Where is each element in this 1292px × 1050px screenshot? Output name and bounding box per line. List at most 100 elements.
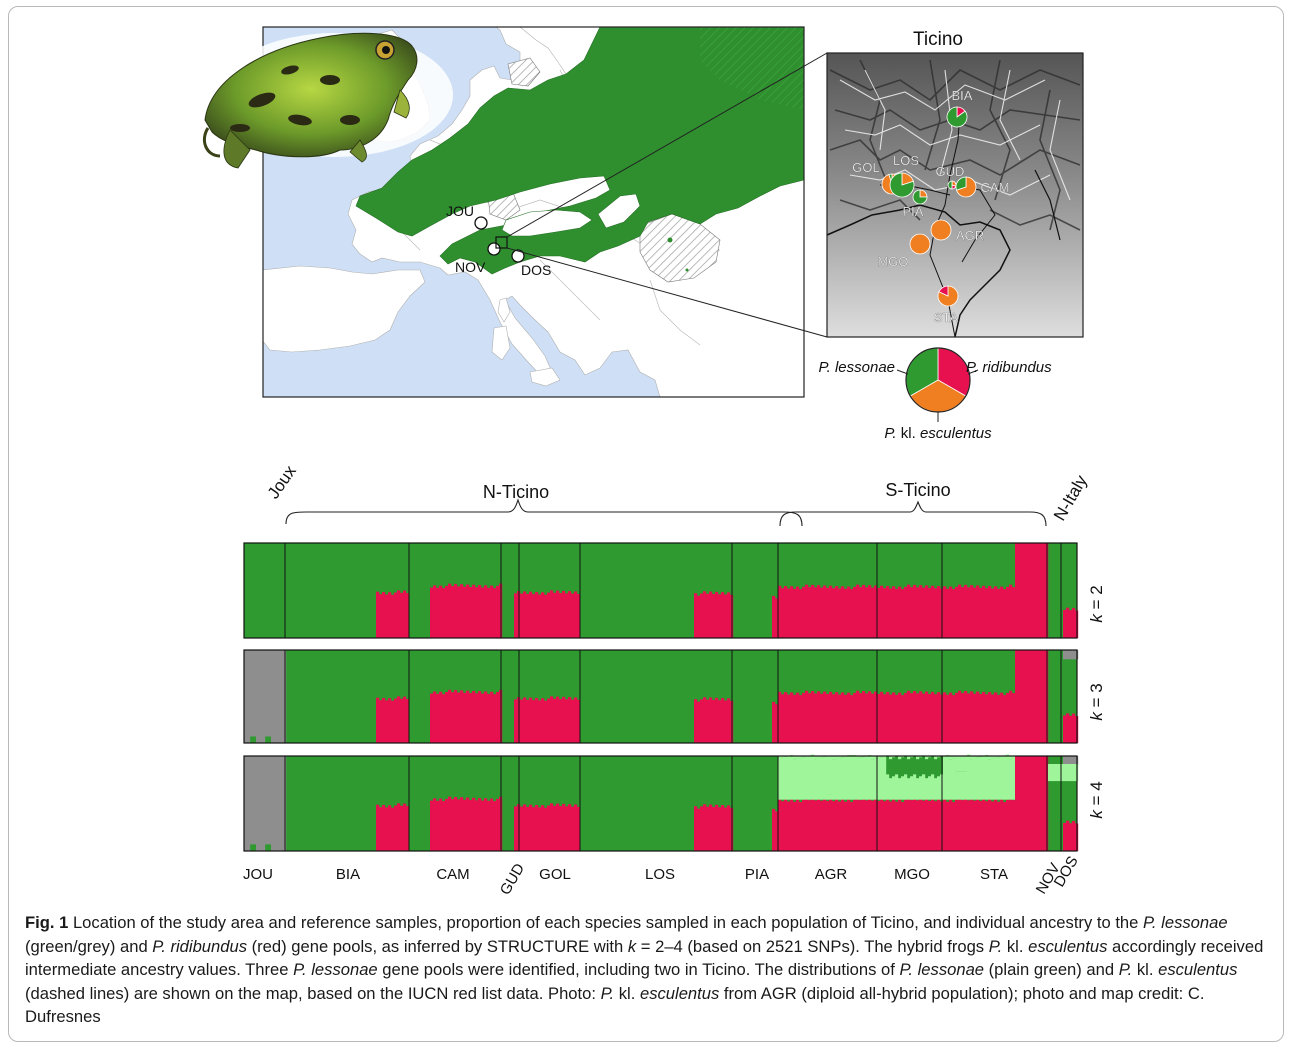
- ancestry-bar-lightgreen: [826, 756, 830, 795]
- ancestry-bar-red: [1027, 756, 1031, 851]
- ancestry-bar-red: [697, 701, 701, 743]
- ancestry-bar-red: [1021, 650, 1025, 743]
- ancestry-bar-red: [1066, 820, 1070, 851]
- pie-gud-slice: [947, 180, 953, 190]
- ancestry-bar-red: [865, 587, 869, 638]
- ancestry-bar-lightgreen: [928, 776, 932, 800]
- ancestry-bar-lightgreen: [1054, 764, 1058, 782]
- ancestry-bar-red: [787, 694, 791, 743]
- ancestry-bar-red: [460, 584, 464, 638]
- ancestry-bar-red: [1024, 543, 1028, 638]
- ancestry-bar-red: [817, 798, 821, 851]
- ancestry-bar-red: [886, 692, 890, 743]
- ancestry-bar-red: [814, 800, 818, 851]
- legend-label-lessonae: P. lessonae: [819, 359, 895, 376]
- ancestry-bar-red: [694, 806, 698, 851]
- ancestry-bar-red: [928, 587, 932, 638]
- ancestry-bar-lightgreen: [1066, 764, 1070, 782]
- ancestry-bar-red: [1015, 756, 1019, 851]
- ancestry-bar-lightgreen: [898, 778, 902, 800]
- ancestry-bar-red: [832, 801, 836, 851]
- ancestry-bar-red: [811, 691, 815, 743]
- ancestry-bar-red: [385, 700, 389, 743]
- ancestry-bar-red: [520, 806, 524, 851]
- ancestry-bar-red: [823, 585, 827, 638]
- ancestry-bar-red: [850, 589, 854, 638]
- ancestry-bar-lightgreen: [1012, 756, 1016, 759]
- ancestry-bar-red: [949, 586, 953, 638]
- ancestry-bar-red: [541, 592, 545, 638]
- ancestry-bar-red: [862, 584, 866, 638]
- k3-label: k = 3: [1087, 683, 1106, 720]
- ancestry-bar-red: [793, 694, 797, 743]
- ancestry-bar-red: [538, 807, 542, 851]
- ancestry-bar-lightgreen: [835, 756, 839, 759]
- ancestry-bar-lightgreen: [820, 756, 824, 758]
- ancestry-bar-red: [1042, 650, 1046, 743]
- ancestry-bar-red: [973, 800, 977, 851]
- ancestry-bar-red: [439, 798, 443, 851]
- ancestry-bar-red: [1009, 584, 1013, 638]
- ancestry-bar-red: [718, 700, 722, 743]
- group-label-n-italy: N-Italy: [1050, 472, 1091, 524]
- inset-border: [826, 52, 1084, 338]
- ancestry-bar-red: [1039, 543, 1043, 638]
- ancestry-bar-lightgreen: [829, 794, 833, 800]
- ancestry-bar-red: [571, 593, 575, 638]
- ancestry-bar-red: [571, 699, 575, 743]
- ancestry-bar-red: [475, 693, 479, 743]
- ancestry-bar-red: [700, 699, 704, 743]
- inset-label-cam: CAM: [981, 180, 1010, 195]
- ancestry-bar-red: [811, 584, 815, 638]
- ancestry-bar-red: [943, 799, 947, 851]
- ancestry-bar-red: [1006, 692, 1010, 743]
- ancestry-bar-red: [694, 593, 698, 638]
- ancestry-bar-red: [910, 800, 914, 851]
- ancestry-bar-red: [808, 693, 812, 743]
- n-ticino-brace: [285, 498, 803, 527]
- ancestry-bar-red: [892, 799, 896, 851]
- ancestry-bar-red: [1039, 756, 1043, 851]
- ancestry-bar-lightgreen: [952, 756, 956, 759]
- ancestry-bar-red: [712, 807, 716, 851]
- ancestry-bar-red: [862, 691, 866, 743]
- ancestry-bar-lightgreen: [931, 774, 935, 800]
- ancestry-bar-red: [859, 587, 863, 638]
- ancestry-bar-lightgreen: [937, 756, 941, 758]
- ancestry-bar-red: [919, 798, 923, 851]
- ancestry-bar-red: [457, 692, 461, 743]
- ancestry-bar-red: [943, 586, 947, 638]
- ancestry-bar-red: [802, 692, 806, 743]
- ancestry-bar-red: [916, 587, 920, 638]
- ancestry-bar-red: [712, 699, 716, 743]
- ancestry-bar-red: [406, 593, 410, 638]
- ancestry-bar-red: [991, 801, 995, 851]
- ancestry-bar-red: [700, 806, 704, 851]
- ancestry-bar-lightgreen: [910, 776, 914, 800]
- ancestry-bar-lightgreen: [1009, 756, 1013, 760]
- ancestry-bar-red: [1018, 650, 1022, 743]
- ancestry-bar-red: [514, 593, 518, 638]
- ancestry-bar-red: [727, 805, 731, 851]
- ancestry-bar-red: [727, 698, 731, 743]
- ancestry-bar-red: [439, 585, 443, 638]
- ancestry-bar-red: [529, 697, 533, 743]
- inset-label-bia: BIA: [952, 88, 973, 103]
- ancestry-bar-red: [907, 584, 911, 638]
- ancestry-bar-grey: [1063, 756, 1067, 766]
- hatched-green-patch: [700, 27, 804, 110]
- ancestry-bar-red: [931, 798, 935, 851]
- ancestry-bar-lightgreen: [949, 759, 953, 800]
- ancestry-bar-red: [472, 690, 476, 743]
- panel-frame: [243, 755, 1078, 852]
- ancestry-bar-lightgreen: [808, 755, 812, 800]
- ancestry-bar-red: [814, 587, 818, 638]
- ancestry-bar-red: [379, 700, 383, 743]
- pie-sta: [937, 285, 959, 307]
- ancestry-bar-lightgreen: [895, 774, 899, 800]
- ancestry-bar-lightgreen: [844, 756, 848, 800]
- ancestry-bar-lightgreen: [835, 758, 839, 800]
- ancestry-bar-red: [532, 700, 536, 743]
- ancestry-bar-red: [805, 584, 809, 638]
- ancestry-bar-red: [493, 801, 497, 851]
